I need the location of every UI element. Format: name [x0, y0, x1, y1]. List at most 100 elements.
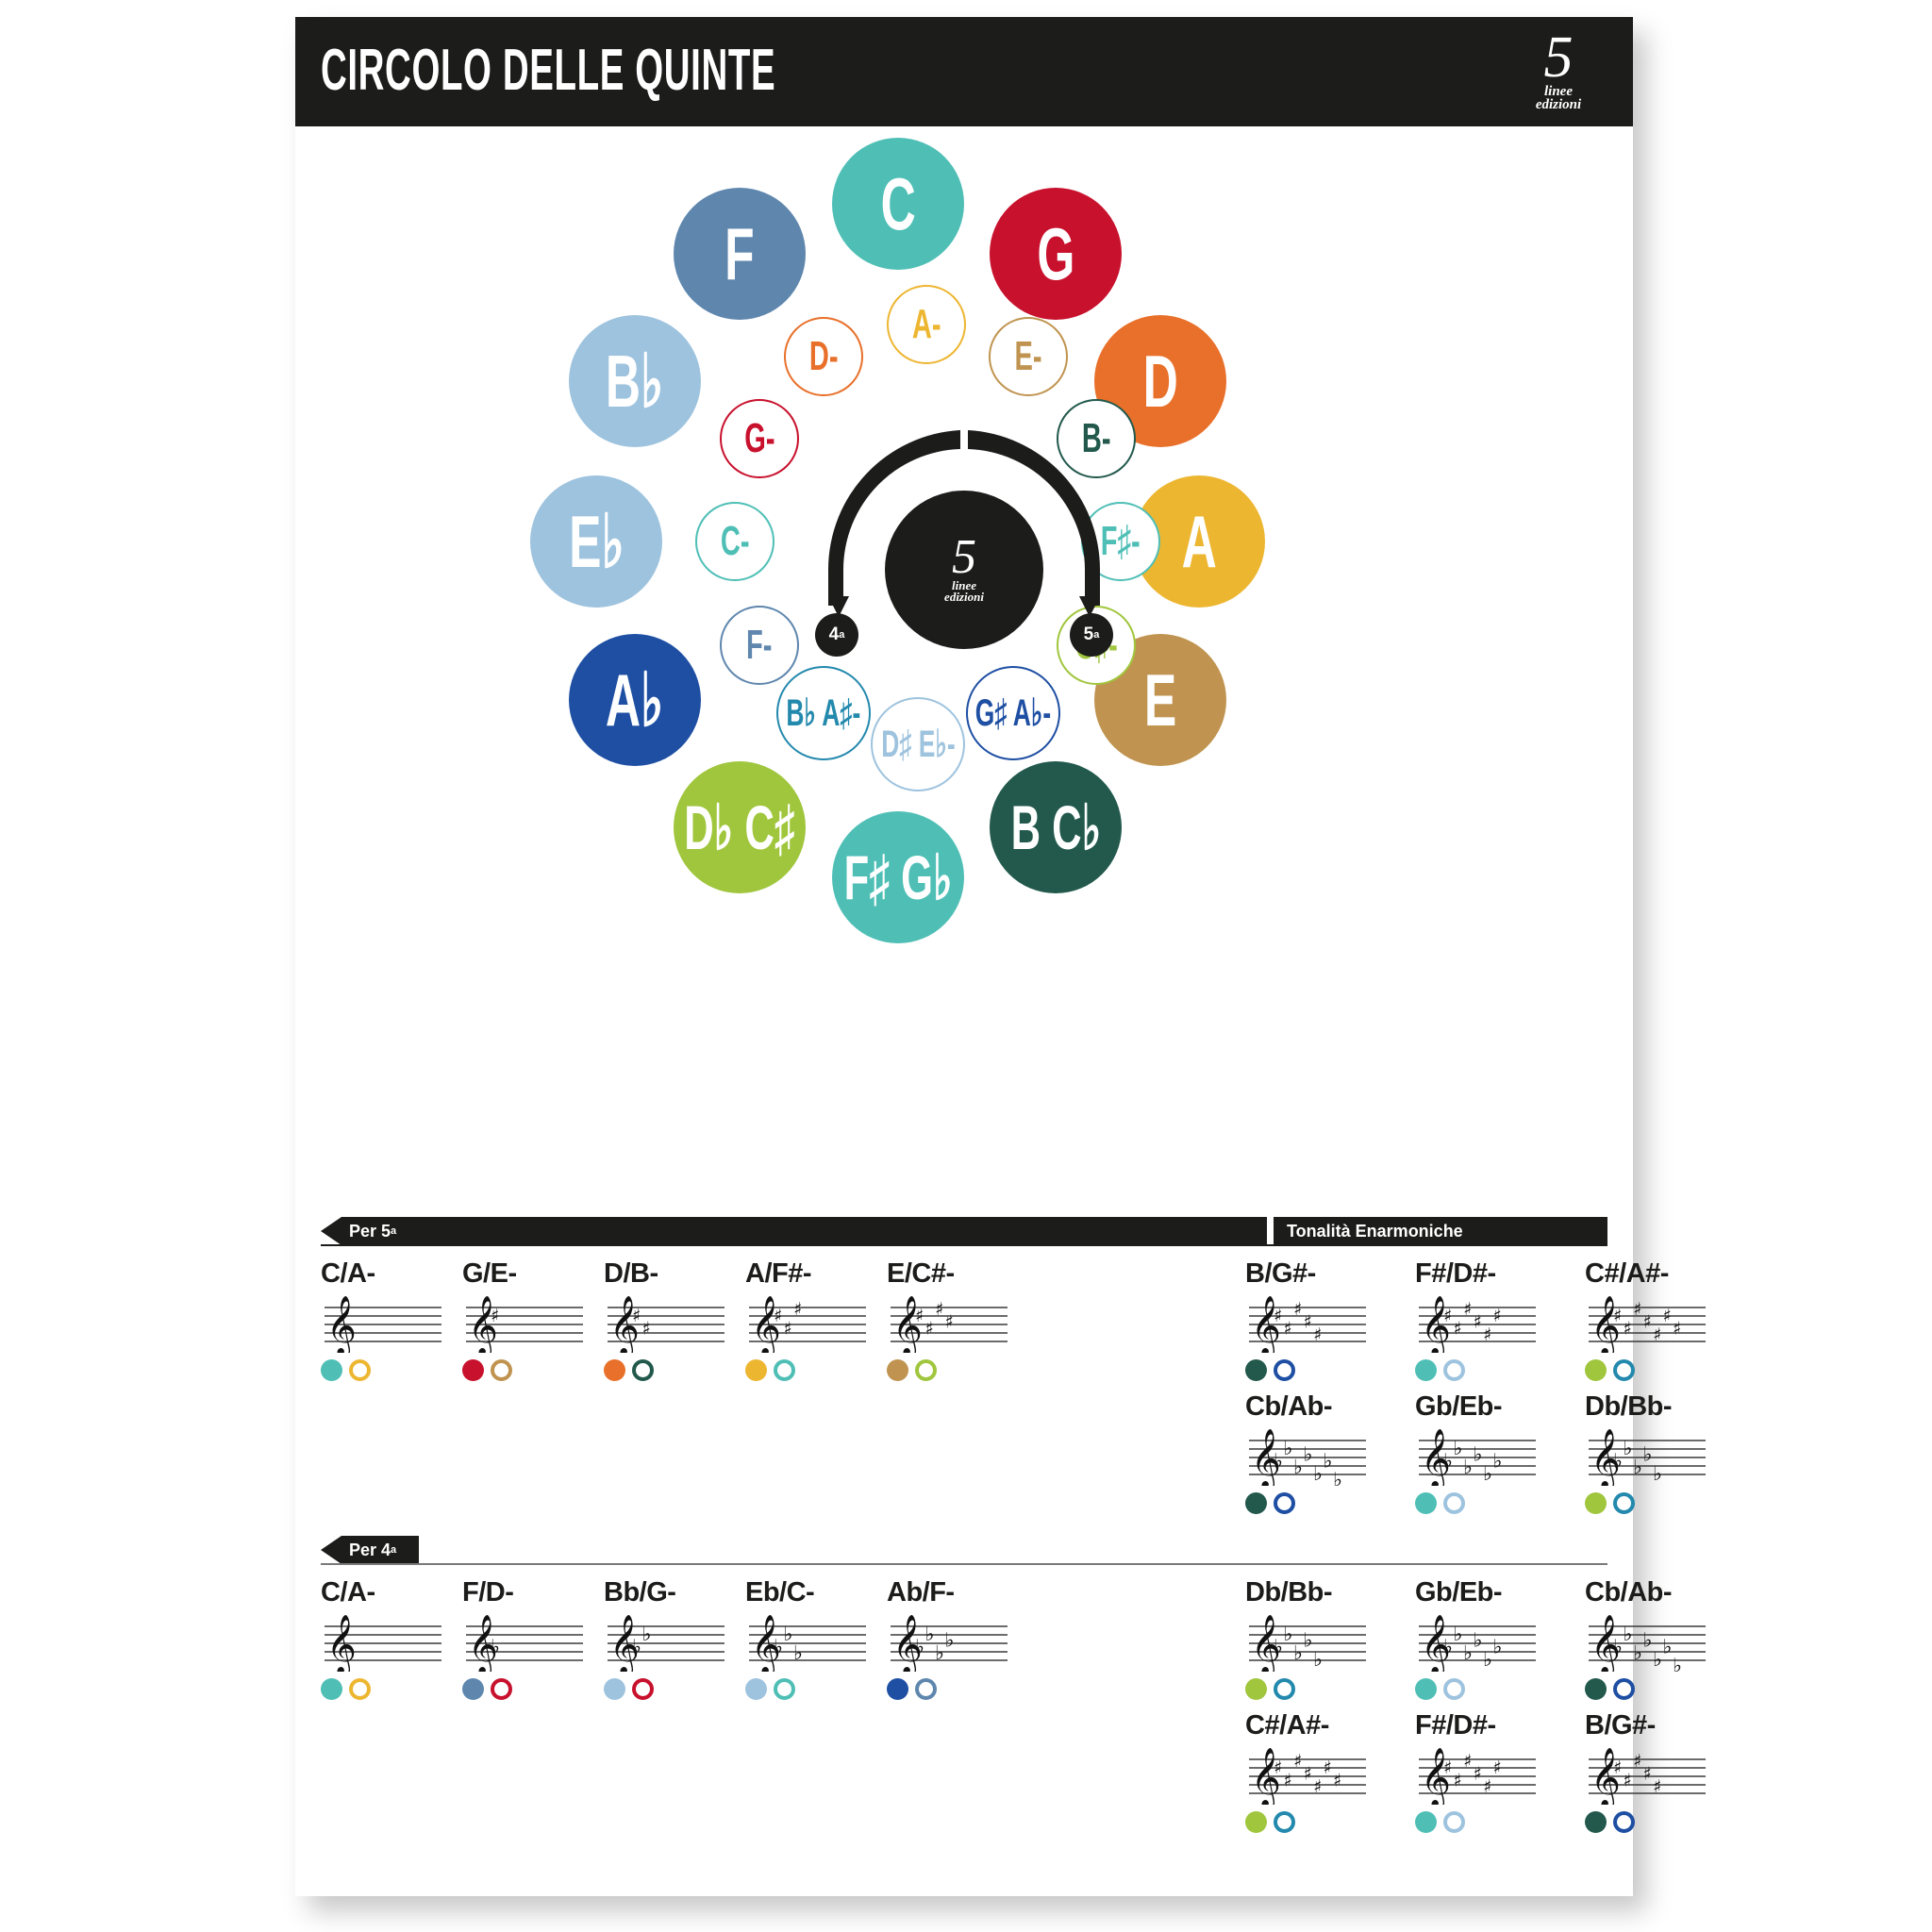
key-signature-cell[interactable]: C#/A#- 𝄞 ♯ ♯ ♯ ♯ ♯ ♯ ♯ [1245, 1710, 1387, 1834]
key-signature-cell[interactable]: Cb/Ab- 𝄞 ♭ ♭ ♭ ♭ ♭ ♭ ♭ [1245, 1391, 1387, 1515]
major-key-node-3[interactable]: A [1133, 475, 1265, 608]
svg-text:♯: ♯ [642, 1318, 651, 1339]
svg-text:♯: ♯ [1333, 1770, 1341, 1790]
key-signature-cell[interactable]: B/G#- 𝄞 ♯ ♯ ♯ ♯ ♯ [1245, 1258, 1387, 1382]
key-color-dots [745, 1676, 887, 1701]
key-name-label: Eb/C- [745, 1577, 815, 1607]
key-name-label: B/G#- [1245, 1258, 1316, 1289]
svg-text:♭: ♭ [1454, 1623, 1463, 1645]
major-color-dot [1585, 1677, 1607, 1700]
svg-text:♯: ♯ [1624, 1318, 1632, 1339]
minor-key-node-8[interactable]: F- [720, 606, 799, 685]
major-color-dot [1245, 1358, 1267, 1381]
major-color-dot [604, 1677, 625, 1700]
svg-text:♯: ♯ [1443, 1306, 1452, 1326]
minor-key-node-11[interactable]: D- [784, 317, 863, 396]
major-key-label: D [1142, 339, 1178, 423]
per-fifths-sup: a [391, 1225, 397, 1237]
svg-text:♯: ♯ [1324, 1757, 1332, 1778]
major-key-node-6[interactable]: F♯ G♭ [832, 811, 964, 943]
interval-tag-fifth-label: 5 [1083, 625, 1094, 644]
hub-logo-five-glyph: 5 [952, 530, 976, 585]
staff-notation: 𝄞 ♯ ♯ ♯ ♯ ♯ [1245, 1294, 1387, 1357]
key-color-dots [1415, 1491, 1557, 1515]
staff-notation: 𝄞 ♯ [462, 1294, 604, 1357]
minor-key-node-7[interactable]: B♭ A♯- [776, 666, 871, 760]
key-color-dots [462, 1676, 604, 1701]
svg-text:𝄞: 𝄞 [1421, 1747, 1451, 1805]
svg-text:♭: ♭ [1443, 1635, 1453, 1657]
key-signature-cell[interactable]: Cb/Ab- 𝄞 ♭ ♭ ♭ ♭ ♭ ♭ ♭ [1585, 1577, 1726, 1701]
key-signature-cell[interactable]: Ab/F- 𝄞 ♭ ♭ ♭ ♭ [887, 1577, 1028, 1701]
svg-text:♭: ♭ [1274, 1449, 1283, 1472]
svg-text:𝄞: 𝄞 [1251, 1614, 1281, 1672]
minor-color-dot [1443, 1358, 1465, 1381]
svg-text:♭: ♭ [1293, 1456, 1303, 1478]
page-title: CIRCOLO DELLE QUINTE [321, 38, 776, 103]
svg-text:♯: ♯ [1284, 1770, 1292, 1790]
major-key-node-1[interactable]: G [990, 188, 1122, 320]
svg-text:♯: ♯ [774, 1306, 782, 1326]
major-color-dot [1585, 1358, 1607, 1381]
svg-text:♭: ♭ [784, 1623, 793, 1645]
key-color-dots [1585, 1809, 1726, 1834]
minor-color-dot [1274, 1491, 1295, 1514]
svg-text:♭: ♭ [1284, 1623, 1293, 1645]
key-signature-cell[interactable]: F/D- 𝄞 ♭ [462, 1577, 604, 1701]
key-color-dots [604, 1357, 745, 1382]
minor-key-node-1[interactable]: E- [989, 317, 1068, 396]
staff-notation: 𝄞 [321, 1294, 462, 1357]
major-key-node-10[interactable]: B♭ [569, 315, 701, 447]
svg-text:♯: ♯ [1474, 1764, 1482, 1785]
major-key-node-7[interactable]: D♭ C♯ [674, 761, 806, 893]
major-key-node-0[interactable]: C [832, 138, 964, 270]
minor-key-node-10[interactable]: G- [720, 399, 799, 478]
svg-text:♭: ♭ [1324, 1449, 1333, 1472]
key-signature-cell[interactable]: E/C#- 𝄞 ♯ ♯ ♯ ♯ [887, 1258, 1028, 1382]
staff-notation: 𝄞 ♭ ♭ ♭ ♭ ♭ [1245, 1613, 1387, 1676]
major-color-dot [321, 1677, 342, 1700]
svg-text:♯: ♯ [1613, 1757, 1622, 1778]
major-key-node-11[interactable]: F [674, 188, 806, 320]
major-key-label: B C♭ [1010, 791, 1101, 862]
minor-color-dot [915, 1677, 937, 1700]
key-signature-cell[interactable]: F#/D#- 𝄞 ♯ ♯ ♯ ♯ ♯ ♯ [1415, 1710, 1557, 1834]
svg-text:𝄞: 𝄞 [751, 1614, 781, 1672]
minor-key-node-5[interactable]: G♯ A♭- [966, 666, 1060, 760]
logo-line-1: linee [1544, 83, 1573, 99]
key-signature-cell[interactable]: F#/D#- 𝄞 ♯ ♯ ♯ ♯ ♯ ♯ [1415, 1258, 1557, 1382]
key-signature-cell[interactable]: C#/A#- 𝄞 ♯ ♯ ♯ ♯ ♯ ♯ ♯ [1585, 1258, 1726, 1382]
minor-key-node-6[interactable]: D♯ E♭- [871, 697, 965, 791]
major-key-node-9[interactable]: E♭ [530, 475, 662, 608]
svg-text:♭: ♭ [1463, 1456, 1473, 1478]
key-signature-cell[interactable]: Db/Bb- 𝄞 ♭ ♭ ♭ ♭ ♭ [1585, 1391, 1726, 1515]
key-name-label: Gb/Eb- [1415, 1391, 1503, 1422]
key-name-label: Bb/G- [604, 1577, 676, 1607]
key-signature-cell[interactable]: C/A- 𝄞 [321, 1577, 462, 1701]
staff-notation: 𝄞 ♯ ♯ [604, 1294, 745, 1357]
minor-key-node-9[interactable]: C- [695, 502, 774, 581]
key-signature-cell[interactable]: Bb/G- 𝄞 ♭ ♭ [604, 1577, 745, 1701]
hub-logo: 5 linee edizioni [926, 530, 1002, 604]
interval-tag-fourth-sup: a [839, 629, 845, 641]
svg-text:♯: ♯ [1293, 1751, 1302, 1772]
major-key-node-5[interactable]: B C♭ [990, 761, 1122, 893]
svg-text:𝄞: 𝄞 [468, 1614, 498, 1672]
publisher-logo: 5 linee edizioni [1516, 28, 1601, 112]
key-signature-cell[interactable]: Gb/Eb- 𝄞 ♭ ♭ ♭ ♭ ♭ ♭ [1415, 1577, 1557, 1701]
key-signature-cell[interactable]: A/F#- 𝄞 ♯ ♯ ♯ [745, 1258, 887, 1382]
key-signature-cell[interactable]: G/E- 𝄞 ♯ [462, 1258, 604, 1382]
svg-text:♯: ♯ [632, 1306, 641, 1326]
major-key-node-8[interactable]: A♭ [569, 634, 701, 766]
key-signature-cell[interactable]: Gb/Eb- 𝄞 ♭ ♭ ♭ ♭ ♭ ♭ [1415, 1391, 1557, 1515]
major-color-dot [745, 1358, 767, 1381]
key-signature-cell[interactable]: B/G#- 𝄞 ♯ ♯ ♯ ♯ ♯ [1585, 1710, 1726, 1834]
key-signature-cell[interactable]: D/B- 𝄞 ♯ ♯ [604, 1258, 745, 1382]
key-signature-cell[interactable]: Eb/C- 𝄞 ♭ ♭ ♭ [745, 1577, 887, 1701]
key-signature-cell[interactable]: C/A- 𝄞 [321, 1258, 462, 1382]
minor-key-node-0[interactable]: A- [887, 285, 966, 364]
minor-key-node-2[interactable]: B- [1057, 399, 1136, 478]
key-signature-cell[interactable]: Db/Bb- 𝄞 ♭ ♭ ♭ ♭ ♭ [1245, 1577, 1387, 1701]
